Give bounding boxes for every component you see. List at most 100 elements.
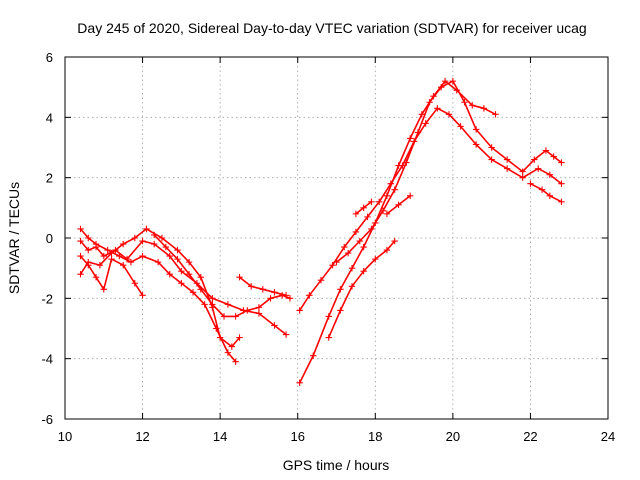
data-point	[360, 204, 367, 212]
data-point	[395, 201, 402, 209]
x-tick-label: 10	[58, 429, 72, 444]
series-s9	[333, 77, 565, 266]
series-line	[299, 107, 562, 311]
x-tick-label: 14	[213, 429, 227, 444]
data-point	[403, 159, 410, 166]
data-point	[438, 83, 445, 91]
data-point	[531, 156, 538, 163]
data-point	[426, 99, 433, 106]
data-point	[100, 252, 107, 260]
data-point	[546, 171, 554, 178]
x-tick-label: 24	[601, 429, 615, 444]
data-point	[383, 192, 391, 199]
data-point	[85, 261, 92, 269]
data-point	[337, 307, 344, 314]
data-point	[306, 292, 313, 299]
y-tick-label: -2	[41, 291, 53, 306]
data-point	[228, 343, 235, 350]
data-point	[85, 246, 92, 254]
data-point	[232, 358, 239, 365]
data-point	[542, 147, 550, 154]
data-point	[503, 165, 511, 172]
data-point	[197, 274, 204, 281]
series-s10	[325, 237, 398, 341]
data-point	[77, 225, 84, 233]
series-s7	[296, 105, 565, 314]
data-point	[558, 198, 565, 205]
data-point	[77, 237, 84, 245]
x-tick-label: 22	[523, 429, 537, 444]
data-point	[151, 240, 158, 248]
data-point	[174, 246, 181, 254]
data-series	[77, 77, 565, 386]
data-point	[178, 280, 185, 287]
data-point	[422, 120, 429, 127]
data-point	[329, 261, 336, 269]
data-point	[296, 307, 303, 314]
data-point	[519, 168, 526, 175]
data-point	[119, 261, 127, 269]
data-point	[220, 313, 228, 320]
data-point	[348, 283, 356, 290]
y-tick-label: -6	[41, 412, 53, 427]
data-point	[457, 123, 464, 130]
chart-title: Day 245 of 2020, Sidereal Day-to-day VTE…	[77, 20, 586, 36]
data-point	[185, 258, 193, 266]
y-tick-label: 4	[46, 110, 53, 125]
data-point	[434, 105, 441, 112]
data-point	[558, 159, 565, 166]
data-point	[255, 304, 263, 311]
data-point	[143, 225, 150, 233]
data-point	[449, 77, 457, 85]
data-point	[333, 258, 340, 266]
data-point	[445, 111, 453, 118]
series-line	[79, 255, 144, 296]
data-point	[375, 198, 383, 205]
data-point	[189, 289, 197, 296]
data-point	[368, 198, 375, 205]
data-point	[77, 252, 84, 260]
data-point	[259, 286, 267, 293]
y-tick-labels: -6 -4 -2 0 2 4 6	[41, 50, 53, 427]
y-tick-label: 6	[46, 50, 53, 65]
data-point	[108, 255, 115, 263]
data-point	[383, 210, 391, 218]
data-point	[391, 186, 398, 193]
data-point	[286, 295, 294, 302]
data-point	[178, 267, 185, 275]
y-tick-label: -4	[41, 352, 53, 367]
data-point	[379, 207, 387, 215]
data-point	[534, 165, 542, 172]
data-point	[527, 180, 534, 187]
x-tick-label: 16	[290, 429, 304, 444]
data-point	[282, 292, 290, 299]
data-point	[344, 249, 352, 257]
data-point	[139, 252, 146, 260]
data-point	[119, 240, 127, 248]
x-tick-label: 20	[446, 429, 460, 444]
data-point	[154, 258, 162, 266]
series-line	[336, 80, 562, 263]
data-point	[406, 135, 414, 142]
data-point	[461, 99, 468, 106]
data-point	[185, 271, 193, 278]
data-point	[96, 261, 104, 269]
data-point	[247, 283, 255, 290]
data-point	[469, 102, 476, 109]
data-point	[131, 234, 139, 242]
data-point	[406, 192, 414, 199]
data-point	[441, 77, 449, 85]
data-point	[395, 162, 402, 169]
data-point	[131, 280, 139, 287]
data-point	[325, 313, 332, 320]
data-point	[224, 349, 232, 356]
data-point	[360, 243, 367, 251]
data-point	[352, 228, 360, 236]
data-point	[77, 271, 84, 278]
data-point	[550, 153, 557, 160]
data-point	[271, 322, 278, 329]
data-point	[201, 301, 208, 308]
data-point	[383, 246, 391, 254]
x-tick-labels: 10 12 14 16 18 20 22 24	[58, 429, 615, 444]
data-point	[236, 274, 243, 281]
